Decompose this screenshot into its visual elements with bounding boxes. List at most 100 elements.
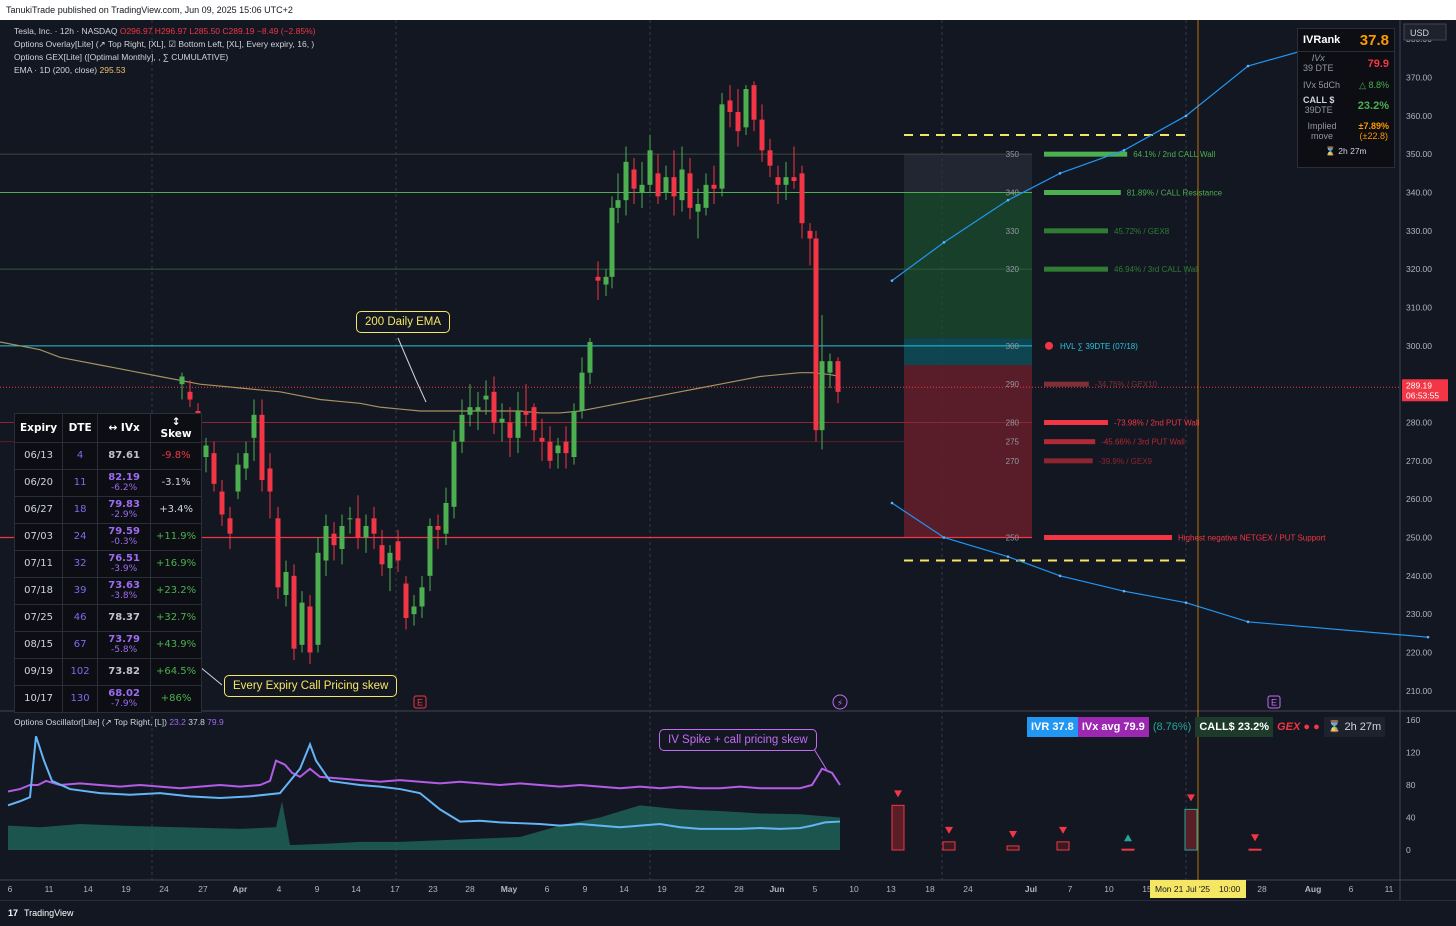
price-tick: 360.00 xyxy=(1406,111,1432,121)
table-row: 09/19 102 73.82 +64.5% xyxy=(13,658,203,686)
gex-level-label: Highest negative NETGEX / PUT Support xyxy=(1178,534,1326,543)
ema-indicator-legend[interactable]: EMA · 1D (200, close) 295.53 xyxy=(14,65,126,75)
call-label: CALL $ xyxy=(1303,95,1335,106)
future-iv-bar xyxy=(1184,808,1198,851)
candle-body xyxy=(603,276,609,285)
time-tick: 5 xyxy=(813,884,818,894)
price-tick: 230.00 xyxy=(1406,609,1432,619)
dte-cell: 46 xyxy=(62,604,99,632)
gex-level-label: -39.9% / GEX9 xyxy=(1099,457,1153,466)
earnings-marker-icon[interactable] xyxy=(1267,695,1281,709)
last-price-tag xyxy=(1402,379,1448,402)
time-tick: 13 xyxy=(886,884,896,894)
dividend-marker-icon[interactable] xyxy=(832,694,848,710)
time-tick: 11 xyxy=(45,884,54,894)
time-tick: 11 xyxy=(1385,884,1394,894)
iv-expiry-table: Expiry DTE ↔ IVx ↕ Skew 06/13 4 87.61 -9.8% 06/… xyxy=(13,413,203,713)
strike-label: 350 xyxy=(1006,150,1020,159)
ivx-change: -7.9% xyxy=(111,698,138,709)
expiry-cell: 06/27 xyxy=(13,496,64,524)
spike-callout-pointer xyxy=(813,748,829,773)
expiry-cell: 10/17 xyxy=(13,685,64,713)
dte-cell: 11 xyxy=(62,469,99,497)
gex-dot-icon: ● xyxy=(1303,721,1310,733)
candle-body xyxy=(323,526,329,561)
projection-point xyxy=(1006,198,1010,202)
direction-triangle-icon xyxy=(945,826,953,834)
price-tick: 330.00 xyxy=(1406,226,1432,236)
candle-body xyxy=(371,518,377,534)
candle-body xyxy=(307,606,313,653)
tradingview-logo-icon: 17 xyxy=(8,908,19,918)
future-iv-bar xyxy=(1121,848,1135,851)
strike-label: 320 xyxy=(1006,265,1020,274)
table-row: 10/17 130 68.02 -7.9% +86% xyxy=(13,685,203,713)
table-row: 07/03 24 79.59 -0.3% +11.9% xyxy=(13,523,203,551)
time-tick: Jun xyxy=(769,884,784,894)
price-tick: 250.00 xyxy=(1406,533,1432,543)
candle-body xyxy=(695,204,701,212)
gex-level-label: 64.1% / 2nd CALL Wall xyxy=(1133,150,1215,159)
projection-point xyxy=(1122,589,1126,593)
ohlc-values: O296.97 H296.97 L285.50 C289.19 −8.49 (−… xyxy=(119,26,316,36)
candle-body xyxy=(835,361,841,392)
candle-body xyxy=(203,445,209,457)
time-tick: 14 xyxy=(83,884,93,894)
ivx-cell: 76.51 -3.9% xyxy=(97,550,152,578)
ivx-cell: 68.02 -7.9% xyxy=(97,685,152,713)
symbol-label[interactable]: Tesla, Inc. · 12h · NASDAQ xyxy=(14,26,118,36)
ivx-cell: 73.79 -5.8% xyxy=(97,631,152,659)
direction-triangle-icon xyxy=(1059,826,1067,834)
overlay-indicator-legend[interactable]: Options Overlay[Lite] (↗ Top Right, [XL]… xyxy=(14,39,314,50)
strike-label: 330 xyxy=(1006,227,1020,236)
gex-indicator-legend[interactable]: Options GEX[Lite] ([Optimal Monthly], , … xyxy=(14,52,228,62)
gex-level-label: -45.66% / 3rd PUT Wall xyxy=(1101,438,1185,447)
candle-body xyxy=(251,414,257,438)
gex-bar xyxy=(1044,266,1108,272)
tradingview-brand[interactable]: TradingView xyxy=(24,908,74,918)
osc-value-1: 23.2 xyxy=(169,717,186,727)
table-header-2: ↔ IVx xyxy=(97,413,152,443)
expiry-cell: 07/03 xyxy=(13,523,64,551)
price-pane[interactable] xyxy=(0,20,1400,710)
expiry-cell: 09/19 xyxy=(13,658,64,686)
candle-body xyxy=(547,441,553,461)
earnings-marker-label: E xyxy=(1271,698,1277,708)
ivr-label: IVRank xyxy=(1303,34,1341,46)
gex-bar xyxy=(1044,420,1108,425)
earnings-marker-icon[interactable] xyxy=(413,695,427,709)
strike-label: 280 xyxy=(1006,419,1020,428)
projection-point xyxy=(1058,574,1062,578)
gex-level-label: 45.72% / GEX8 xyxy=(1114,227,1170,236)
direction-triangle-icon xyxy=(1009,830,1017,838)
last-price-value: 289.19 xyxy=(1406,380,1432,390)
time-cursor-time: 10:00 xyxy=(1219,884,1241,894)
oscillator-legend[interactable]: Options Oscillator[Lite] (↗ Top Right, [… xyxy=(14,717,224,728)
osc-calls-chip: CALL$ 23.2% xyxy=(1195,717,1274,737)
table-row: 07/11 32 76.51 -3.9% +16.9% xyxy=(13,550,203,578)
candle-body xyxy=(179,376,185,385)
gex-level-label: 81.89% / CALL Resistance xyxy=(1127,189,1223,198)
hvl-dot-icon xyxy=(1045,341,1053,350)
candle-body xyxy=(211,453,217,484)
table-row: 06/13 4 87.61 -9.8% xyxy=(13,442,203,470)
candle-body xyxy=(663,177,669,193)
time-tick: Jul xyxy=(1025,884,1037,894)
gex-zone-put xyxy=(904,365,1032,538)
projection-point xyxy=(1058,172,1062,175)
gex-bar xyxy=(1044,190,1121,195)
oscillator-tick: 40 xyxy=(1406,813,1416,823)
ema-callout-pointer xyxy=(397,337,427,403)
oscillator-area xyxy=(8,801,840,850)
candle-body xyxy=(315,552,321,645)
time-tick: 17 xyxy=(390,884,400,894)
currency-box[interactable] xyxy=(1403,23,1447,41)
ivx-value: 79.9 xyxy=(1367,58,1389,70)
candle-body xyxy=(259,414,265,480)
gex-level-label: 46.94% / 3rd CALL Wall xyxy=(1114,265,1199,274)
price-tick: 340.00 xyxy=(1406,188,1432,198)
candle-body xyxy=(679,169,685,201)
candle-body xyxy=(507,422,513,438)
candle-body xyxy=(427,526,433,576)
